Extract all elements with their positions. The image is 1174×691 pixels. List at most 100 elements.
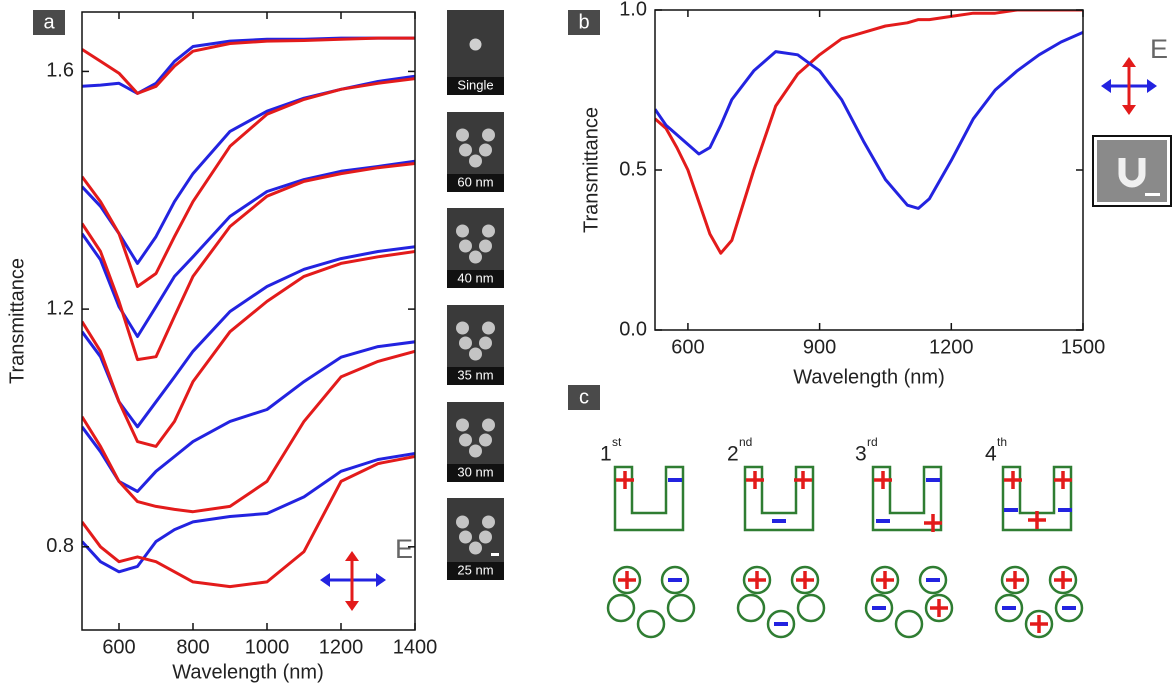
sem-label: 35 nm	[457, 367, 493, 382]
nanoparticle	[870, 565, 900, 595]
nanoparticle	[606, 593, 636, 623]
positive-charge	[755, 571, 759, 589]
y-tick-label: 1.6	[46, 60, 74, 82]
x-tick-label: 1200	[319, 636, 364, 658]
negative-charge	[926, 578, 940, 582]
positive-charge	[803, 571, 807, 589]
panel-label-box	[33, 10, 65, 35]
positive-charge	[801, 471, 805, 489]
plot-frame	[654, 9, 1084, 331]
sem-label: 40 nm	[457, 270, 493, 285]
u-resonator	[871, 465, 943, 532]
series-line	[82, 77, 415, 288]
positive-charge	[1035, 511, 1039, 529]
u-resonator	[1001, 465, 1073, 532]
series-line	[82, 36, 415, 95]
particle	[456, 224, 469, 238]
nanoparticle	[1048, 565, 1078, 595]
particle	[456, 321, 469, 335]
nanoparticle	[612, 565, 642, 595]
positive-charge	[937, 599, 941, 617]
negative-charge	[876, 519, 890, 523]
particle	[459, 433, 472, 447]
plot-frame	[81, 11, 416, 631]
x-tick-label: 1400	[393, 636, 438, 658]
y-tick-label: 0.8	[46, 535, 74, 557]
nanoparticle	[766, 609, 796, 639]
nanoparticle	[666, 593, 696, 623]
sem-label: 25 nm	[457, 562, 493, 577]
nanoparticle	[742, 565, 772, 595]
series-line	[82, 159, 415, 338]
series-line	[82, 162, 415, 362]
negative-charge	[668, 478, 682, 482]
x-tick-label: 1200	[929, 336, 974, 358]
sem-label-bar	[447, 174, 504, 192]
sem-label-bar	[447, 270, 504, 288]
sem-label: Single	[457, 77, 493, 92]
u-resonator	[613, 465, 685, 532]
particle	[456, 515, 469, 529]
particle	[479, 433, 492, 447]
positive-charge	[881, 471, 885, 489]
series-line	[82, 452, 415, 574]
scale-bar	[491, 553, 499, 556]
positive-charge	[1061, 471, 1065, 489]
mode-suffix: rd	[867, 435, 878, 449]
polarization-label: E	[1150, 34, 1168, 64]
nanoparticle	[790, 565, 820, 595]
positive-charge	[931, 514, 935, 532]
particle	[479, 336, 492, 350]
y-axis-title: Transmittance	[580, 107, 602, 233]
particle	[459, 336, 472, 350]
particle	[482, 515, 495, 529]
particle	[459, 239, 472, 253]
x-tick-label: 1000	[245, 636, 290, 658]
particle	[459, 143, 472, 157]
sem-label: 60 nm	[457, 174, 493, 189]
nanoparticle	[894, 609, 924, 639]
panel-label: a	[43, 11, 55, 33]
y-axis-title: Transmittance	[6, 258, 28, 384]
polarization-icon	[320, 551, 386, 611]
y-tick-label: 0.0	[619, 318, 647, 340]
u-resonator	[743, 465, 815, 532]
negative-charge	[1062, 606, 1076, 610]
y-tick-label: 1.0	[619, 0, 647, 20]
negative-charge	[668, 578, 682, 582]
nanoparticle	[636, 609, 666, 639]
sem-label: 30 nm	[457, 464, 493, 479]
positive-charge	[1061, 571, 1065, 589]
positive-charge	[1013, 571, 1017, 589]
nanoparticle	[924, 593, 954, 623]
nanoparticle	[864, 593, 894, 623]
negative-charge	[926, 478, 940, 482]
sem-label-bar	[447, 464, 504, 482]
nanoparticle	[994, 593, 1024, 623]
mode-label: 3	[855, 443, 867, 466]
x-tick-label: 600	[671, 336, 704, 358]
polarization-icon	[1101, 57, 1157, 115]
positive-charge	[623, 471, 627, 489]
particle	[469, 541, 482, 555]
polarization-label: E	[395, 534, 413, 564]
series-line	[655, 31, 1083, 210]
negative-charge	[1058, 508, 1072, 512]
particle	[482, 128, 495, 142]
sem-label-bar	[447, 367, 504, 385]
x-tick-label: 1500	[1061, 336, 1106, 358]
sem-inset	[1092, 135, 1172, 207]
particle	[482, 418, 495, 432]
panel-label-box	[568, 10, 600, 35]
positive-charge	[1037, 615, 1041, 633]
x-tick-label: 600	[102, 636, 135, 658]
particle	[469, 444, 482, 458]
mode-label: 1	[600, 443, 612, 466]
x-axis-title: Wavelength (nm)	[793, 366, 945, 388]
particle	[482, 224, 495, 238]
nanoparticle	[736, 593, 766, 623]
panel-label: b	[578, 11, 589, 33]
positive-charge	[1011, 471, 1015, 489]
nanoparticle	[1024, 609, 1054, 639]
panel-label-box	[568, 385, 600, 410]
